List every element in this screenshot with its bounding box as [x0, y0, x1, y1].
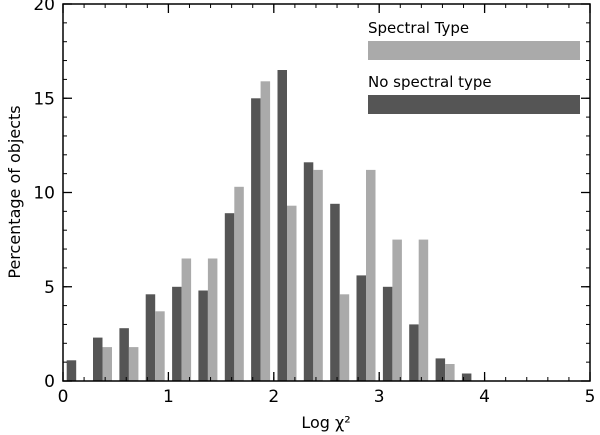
x-tick-label: 0	[58, 387, 69, 407]
bar-no-spectral-type-8	[277, 70, 287, 381]
bar-spectral-type-10	[339, 294, 350, 381]
bar-spectral-type-12	[392, 239, 402, 381]
y-tick-label: 20	[33, 0, 55, 15]
bar-no-spectral-type-9	[303, 162, 314, 381]
legend-swatch-spectral-type	[368, 41, 580, 60]
ticks-layer: 0 1 2 3 4 5 0 5 10 15 20	[33, 0, 595, 407]
bar-no-spectral-type-11	[356, 275, 366, 381]
bar-no-spectral-type-12	[382, 286, 393, 382]
bar-spectral-type-14	[445, 364, 455, 381]
legend-swatch-no-spectral-type	[368, 95, 580, 114]
bar-spectral-type-2	[128, 347, 139, 381]
legend-label-spectral-type: Spectral Type	[368, 19, 469, 37]
x-tick-label: 2	[268, 387, 279, 407]
bar-spectral-type-7	[260, 81, 271, 382]
legend: Spectral Type No spectral type	[368, 19, 580, 114]
bar-no-spectral-type-5	[198, 290, 208, 381]
bar-spectral-type-13	[418, 239, 429, 381]
bar-spectral-type-9	[313, 169, 323, 381]
bar-spectral-type-5	[207, 258, 218, 381]
bar-no-spectral-type-15	[461, 373, 472, 381]
bar-spectral-type-4	[181, 258, 192, 381]
x-tick-label: 3	[374, 387, 385, 407]
y-tick-label: 5	[44, 278, 55, 298]
bar-no-spectral-type-2	[119, 328, 129, 381]
bar-no-spectral-type-3	[145, 294, 156, 381]
bar-no-spectral-type-14	[435, 358, 446, 381]
bar-spectral-type-11	[366, 169, 376, 381]
y-tick-label: 10	[33, 184, 55, 204]
plot-frame	[62, 3, 591, 382]
x-tick-label: 5	[585, 387, 596, 407]
bar-spectral-type-6	[234, 186, 244, 381]
bar-no-spectral-type-4	[172, 286, 182, 382]
bar-no-spectral-type-10	[330, 203, 340, 381]
x-tick-label: 4	[479, 387, 490, 407]
bars-layer	[66, 70, 472, 382]
bar-spectral-type-8	[287, 205, 297, 381]
bar-no-spectral-type-0	[66, 360, 77, 381]
x-axis-title: Log χ²	[301, 413, 350, 432]
bar-spectral-type-1	[102, 347, 112, 381]
y-tick-label: 0	[44, 372, 55, 392]
x-tick-label: 1	[163, 387, 174, 407]
y-axis-title: Percentage of objects	[5, 105, 24, 278]
bar-no-spectral-type-6	[224, 213, 235, 381]
legend-label-no-spectral-type: No spectral type	[368, 73, 492, 91]
bar-no-spectral-type-7	[251, 98, 261, 382]
bar-no-spectral-type-1	[93, 337, 103, 381]
bar-spectral-type-3	[155, 311, 165, 381]
bar-no-spectral-type-13	[409, 324, 419, 381]
y-tick-label: 15	[33, 89, 55, 109]
